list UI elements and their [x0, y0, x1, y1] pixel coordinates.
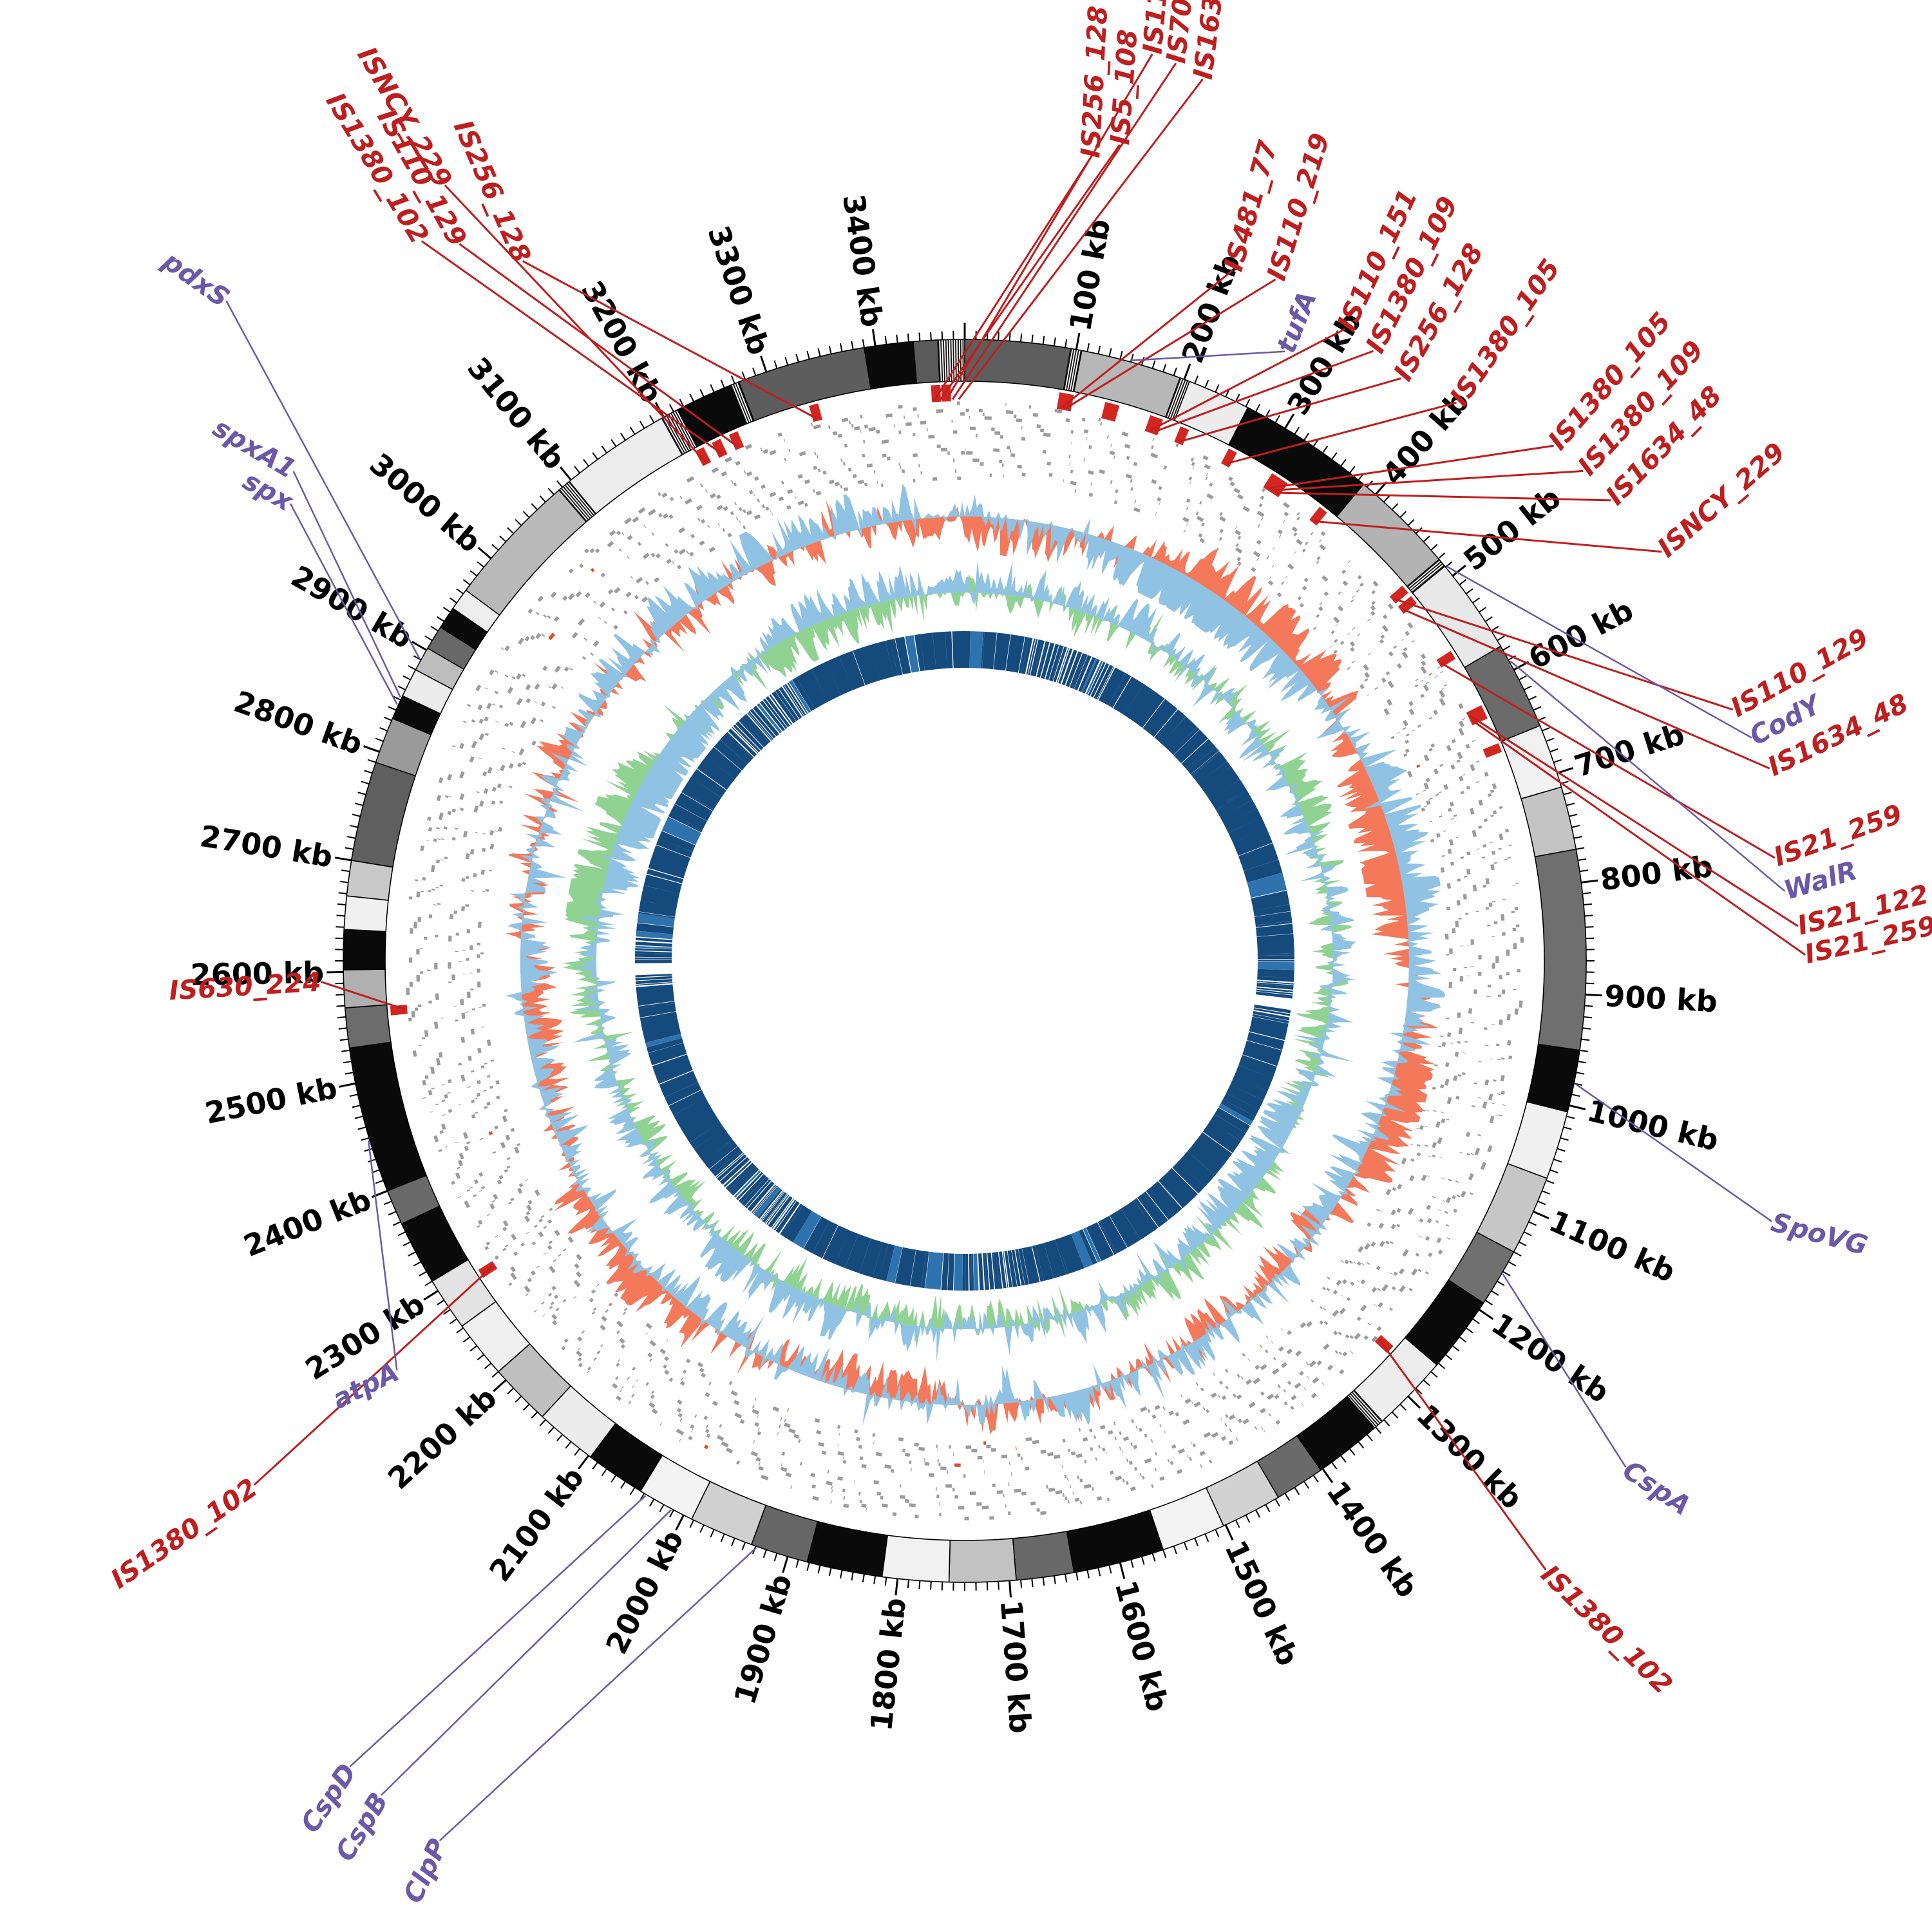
- major-ticks: [327, 323, 1602, 1598]
- gene-label: CspA: [1617, 1454, 1696, 1521]
- contig-barcode-stripes: [1407, 559, 1445, 593]
- tick-label: 3400 kb: [836, 192, 889, 329]
- gene-leader-lines: [225, 300, 1786, 1842]
- tick-label: 1900 kb: [727, 1570, 799, 1708]
- tick-label: 3300 kb: [701, 222, 777, 359]
- contig-segment: [1336, 483, 1440, 587]
- contig-barcode-stripes: [559, 481, 596, 522]
- tick-label: 2800 kb: [229, 684, 367, 762]
- tick-label: 2200 kb: [381, 1380, 504, 1496]
- contig-segment: [1464, 645, 1541, 743]
- contig-segment: [948, 1538, 1017, 1583]
- contig-segment: [1526, 1043, 1580, 1113]
- tick-label: 3100 kb: [460, 350, 572, 476]
- contig-segment: [964, 339, 1072, 391]
- tick-label: 1300 kb: [1410, 1397, 1530, 1516]
- contig-segment: [1012, 1530, 1075, 1581]
- tick-label: 900 kb: [1604, 978, 1718, 1019]
- tick-label: 1200 kb: [1485, 1306, 1615, 1410]
- cds-reverse-highlight-tiles: [488, 764, 1421, 1467]
- cds-forward-highlight-tiles: [548, 567, 1432, 1450]
- cds-tracks: [406, 401, 1524, 1520]
- gene-label: ClpP: [397, 1834, 454, 1908]
- cds-forward-tiles: [406, 401, 1524, 1520]
- coverage-ring: [634, 631, 1295, 1291]
- tick-label: 800 kb: [1598, 849, 1715, 898]
- gc-skew-track: [563, 559, 1357, 1362]
- contig-segment: [863, 341, 918, 390]
- is-leader-lines: [253, 53, 1806, 1571]
- contig-barcode-stripes: [661, 410, 697, 455]
- tick-label: 1700 kb: [994, 1598, 1038, 1734]
- tick-label: 1100 kb: [1544, 1204, 1681, 1289]
- tick-label: 600 kb: [1522, 592, 1638, 676]
- coverage-ring-navy: [634, 631, 1295, 1291]
- is-element-marks: [390, 384, 1502, 1354]
- tick-label: 1500 kb: [1218, 1535, 1305, 1671]
- contig-segment: [881, 1535, 951, 1583]
- contig-segment: [1066, 1509, 1164, 1573]
- tick-label: 2700 kb: [198, 819, 336, 875]
- tick-label: 1600 kb: [1108, 1577, 1175, 1715]
- contig-barcode-stripes: [1063, 348, 1082, 392]
- contig-segment: [343, 895, 389, 933]
- tick-label: 100 kb: [1063, 216, 1117, 334]
- contig-segment: [913, 339, 940, 384]
- contig-segment: [344, 1004, 392, 1049]
- contig-barcode-stripes: [938, 339, 964, 382]
- contig-segment: [343, 929, 386, 971]
- tick-label: 2900 kb: [285, 558, 419, 656]
- contig-barcode-stripes: [730, 382, 754, 424]
- tick-label: 1800 kb: [864, 1596, 913, 1732]
- contig-segment: [1520, 786, 1577, 858]
- contig-barcode-stripes: [1165, 377, 1190, 421]
- g-hist2-hist2_green-outward: [563, 574, 1353, 1350]
- contig-segment: [1534, 848, 1587, 1051]
- tick-label: 2600 kb: [190, 955, 324, 992]
- contig-segment: [568, 417, 683, 515]
- tick-label: 1000 kb: [1584, 1093, 1721, 1158]
- g-hist2-hist2_blue-outward: [572, 559, 1357, 1362]
- is-element-label: IS256_128: [1075, 5, 1113, 159]
- gene-label: pdxS: [156, 245, 235, 313]
- cds-reverse-tiles: [448, 444, 1482, 1478]
- tick-label: 3000 kb: [363, 446, 488, 559]
- contig-barcode-stripes: [1347, 1390, 1383, 1428]
- tick-label: 2500 kb: [202, 1070, 340, 1131]
- tick-label: 2400 kb: [239, 1182, 376, 1264]
- is-element-label: IS1380_102: [1535, 1558, 1678, 1700]
- tick-label: 2100 kb: [482, 1461, 591, 1588]
- gene-label: SpoVG: [1768, 1206, 1871, 1261]
- annotation-leaders: [225, 53, 1806, 1842]
- contig-segment: [350, 761, 417, 868]
- tick-label: 500 kb: [1457, 480, 1567, 578]
- tick-label: 1400 kb: [1320, 1475, 1425, 1604]
- is-element-label: IS1380_102: [105, 1472, 263, 1595]
- tick-label: 2000 kb: [599, 1524, 690, 1660]
- contig-segment: [738, 346, 872, 422]
- is-marks-path: [390, 384, 1502, 1354]
- contig-segment: [1412, 565, 1502, 668]
- tick-label: 3200 kb: [574, 275, 670, 409]
